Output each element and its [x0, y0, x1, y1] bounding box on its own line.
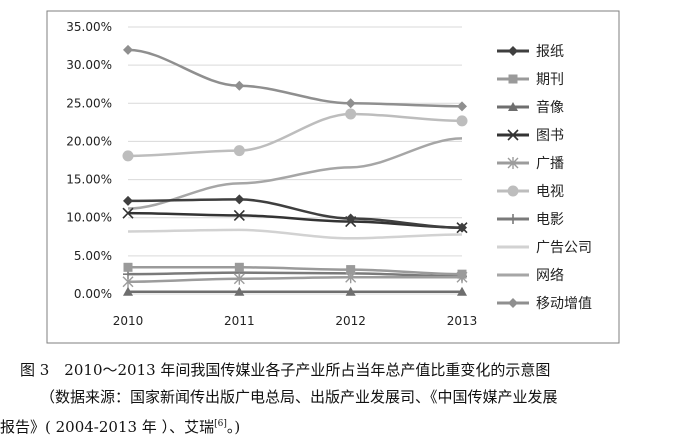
- legend-label: 音像: [536, 99, 564, 116]
- data-point: [456, 115, 468, 127]
- data-point: [508, 214, 518, 224]
- data-point: [457, 286, 467, 296]
- data-point: [457, 269, 467, 279]
- data-point: [123, 262, 133, 272]
- data-point: [457, 222, 467, 233]
- legend-item: 图书: [497, 128, 564, 144]
- series-line: [127, 112, 463, 158]
- legend-item: 电影: [497, 212, 564, 228]
- data-point: [233, 272, 245, 285]
- series-line: [127, 211, 463, 229]
- data-point: [345, 286, 356, 296]
- legend-label: 移动增值: [536, 296, 592, 312]
- y-tick-label: 35.00%: [66, 20, 112, 34]
- data-point: [457, 101, 467, 112]
- data-point: [122, 207, 134, 219]
- data-point: [123, 195, 133, 206]
- data-point: [508, 46, 518, 56]
- data-point: [122, 150, 134, 162]
- legend-item: 移动增值: [497, 296, 592, 312]
- line-chart: 0.00% 5.00% 10.00% 15.00% 20.00% 25.00% 30.00%…: [46, 10, 620, 344]
- data-point: [234, 80, 245, 91]
- data-point: [234, 262, 244, 272]
- series-group: [122, 44, 468, 296]
- series-3: [123, 286, 467, 296]
- series-line: [127, 275, 462, 284]
- y-tick-label: 5.00%: [74, 249, 112, 263]
- data-source-text: 报告》( 2004-2013 年 ）、艾瑞: [0, 418, 215, 436]
- data-point: [508, 74, 518, 84]
- x-tick-label: 2010: [113, 314, 144, 328]
- legend-item: 期刊: [497, 72, 564, 88]
- x-tick-label: 2013: [447, 314, 478, 328]
- y-tick-label: 0.00%: [74, 287, 112, 301]
- reference-marker: [6]: [214, 419, 227, 429]
- series-8: [127, 228, 463, 240]
- y-tick-label: 25.00%: [66, 96, 112, 110]
- legend-item: 电视: [497, 184, 564, 200]
- legend-item: 报纸: [497, 44, 564, 60]
- data-point: [234, 194, 245, 205]
- legend-label: 电影: [536, 212, 564, 228]
- y-tick-label: 15.00%: [66, 173, 112, 187]
- series-line: [127, 228, 463, 240]
- data-point: [507, 185, 519, 197]
- data-point: [345, 213, 356, 224]
- legend-label: 电视: [536, 184, 564, 200]
- data-source-line2: 报告》( 2004-2013 年 ）、艾瑞[6]。): [0, 414, 240, 437]
- figure-caption: 图 3 2010～2013 年间我国传媒业各子产业所占当年总产值比重变化的示意图: [20, 361, 551, 379]
- y-tick-label: 20.00%: [66, 134, 112, 148]
- legend-item: 广播: [497, 156, 564, 172]
- legend-label: 广播: [536, 156, 564, 172]
- series-line: [127, 137, 463, 210]
- chart-frame: [46, 10, 620, 344]
- data-point: [233, 209, 245, 221]
- x-axis-ticks: 2010 2011 2012 2013: [113, 314, 478, 328]
- data-point: [346, 265, 356, 275]
- legend-item: 广告公司: [497, 240, 592, 256]
- data-source-end: 。): [226, 418, 241, 436]
- x-tick-label: 2011: [224, 314, 255, 328]
- legend-item: 音像: [497, 99, 564, 116]
- data-point: [123, 286, 133, 296]
- data-source-line1: （数据来源：国家新闻传出版广电总局、出版产业发展司、《中国传媒产业发展: [40, 388, 558, 406]
- y-tick-label: 30.00%: [66, 58, 112, 72]
- y-axis-ticks: 0.00% 5.00% 10.00% 15.00% 20.00% 25.00% 30.00%…: [66, 20, 112, 301]
- data-point: [508, 298, 518, 308]
- series-line: [127, 271, 463, 278]
- data-point: [122, 275, 134, 288]
- data-point: [123, 44, 133, 55]
- series-line: [127, 198, 463, 229]
- data-point: [345, 98, 356, 109]
- legend-item: 网络: [497, 268, 564, 284]
- series-9: [127, 137, 463, 210]
- series-2: [123, 262, 467, 279]
- data-point: [234, 286, 245, 296]
- series-line: [127, 48, 463, 108]
- data-point: [507, 129, 519, 141]
- series-6: [122, 108, 468, 162]
- data-point: [508, 102, 518, 111]
- data-point: [233, 145, 245, 157]
- legend-label: 图书: [536, 128, 564, 144]
- legend-label: 报纸: [536, 44, 564, 60]
- legend-label: 网络: [536, 268, 564, 284]
- y-tick-label: 10.00%: [66, 211, 112, 225]
- data-point: [345, 108, 357, 120]
- data-point: [507, 157, 519, 169]
- legend-label: 广告公司: [536, 240, 592, 256]
- series-10: [123, 44, 467, 112]
- series-line: [128, 266, 463, 276]
- series-1: [123, 194, 467, 233]
- legend-label: 期刊: [536, 72, 564, 88]
- x-tick-label: 2012: [335, 314, 366, 328]
